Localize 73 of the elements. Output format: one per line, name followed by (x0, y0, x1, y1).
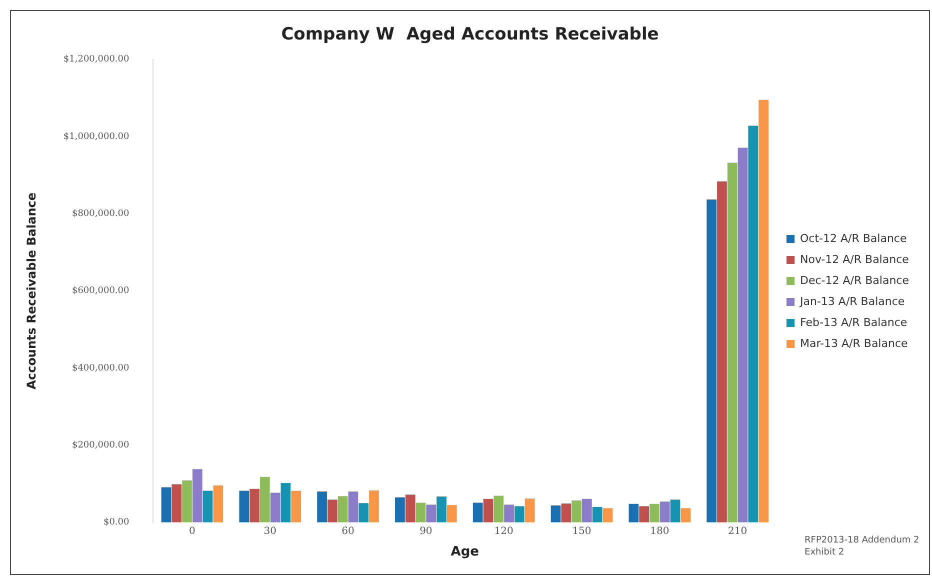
bar (524, 498, 535, 522)
bar (416, 502, 426, 522)
bar (748, 126, 758, 522)
bar (670, 500, 680, 522)
bar (494, 496, 504, 522)
bar (650, 504, 660, 522)
bar (338, 496, 348, 522)
bar (717, 181, 727, 522)
bar (395, 497, 405, 522)
x-tick-label: 90 (420, 526, 432, 537)
bar (639, 506, 649, 522)
bar (260, 476, 270, 522)
bar (405, 494, 416, 522)
y-tick-label: $600,000.00 (72, 286, 130, 296)
bar (161, 487, 172, 522)
y-axis-title: Accounts Receivable Balance (24, 192, 38, 390)
x-tick-label: 150 (572, 526, 592, 537)
bar (483, 498, 494, 522)
bar (706, 199, 717, 522)
bar (472, 502, 483, 522)
bar (358, 503, 369, 522)
bar (280, 483, 291, 522)
bar (328, 500, 338, 522)
x-tick-label: 60 (342, 526, 354, 537)
bar (592, 506, 602, 522)
legend-label: Nov-12 A/R Balance (800, 252, 910, 266)
bar (582, 498, 592, 522)
bar (572, 500, 582, 522)
bar (602, 508, 613, 522)
bar (192, 469, 202, 522)
bar (514, 506, 524, 522)
bar (172, 484, 182, 522)
bar (550, 505, 561, 522)
y-tick-label: $800,000.00 (72, 209, 130, 220)
bar (436, 496, 446, 522)
legend-label: Oct-12 A/R Balance (800, 232, 907, 245)
legend-label: Dec-12 A/R Balance (800, 274, 910, 287)
x-tick-label: 180 (650, 526, 670, 537)
bar (250, 488, 260, 522)
bar (446, 505, 457, 522)
x-tick-label: 0 (189, 526, 196, 537)
y-tick-label: $1,200,000.00 (63, 54, 130, 65)
bar (680, 508, 691, 522)
bar (504, 504, 514, 522)
legend-label: Mar-13 A/R Balance (800, 336, 908, 350)
bar (727, 162, 738, 522)
bar (561, 503, 572, 522)
bar (270, 492, 280, 522)
y-tick-label: $400,000.00 (72, 363, 130, 374)
x-tick-label: 120 (494, 526, 514, 537)
bar (202, 490, 213, 522)
bar (213, 485, 224, 522)
x-tick-label: 30 (264, 526, 276, 537)
bar (628, 504, 639, 522)
bar (738, 148, 748, 522)
bar (317, 492, 327, 522)
bar (758, 100, 768, 522)
bar (348, 492, 358, 522)
y-tick-label: $1,000,000.00 (63, 132, 130, 142)
y-tick-label: $0.00 (103, 518, 130, 528)
bar (369, 490, 379, 522)
bar (182, 480, 192, 522)
chart-title: Company W Aged Accounts Receivable (281, 24, 659, 45)
bar (239, 490, 250, 522)
x-axis-title: Age (450, 544, 480, 560)
x-tick-label: 210 (728, 526, 748, 537)
legend-label: Jan-13 A/R Balance (799, 294, 905, 308)
text: RFP2013-18 Addendum 2 Exhibit 2 (804, 535, 920, 558)
legend-label: Feb-13 A/R Balance (800, 316, 908, 329)
bar (660, 502, 670, 522)
y-tick-label: $200,000.00 (72, 440, 130, 451)
bar (291, 490, 302, 522)
bar (426, 504, 436, 522)
